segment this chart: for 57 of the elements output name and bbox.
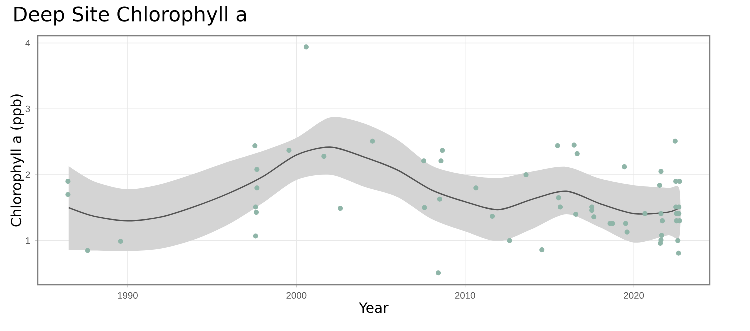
point: [322, 154, 327, 160]
point: [422, 205, 428, 210]
point: [474, 186, 479, 191]
y-axis-title: Chlorophyll a (ppb): [10, 94, 24, 227]
point: [507, 238, 512, 244]
point: [370, 138, 376, 144]
point: [622, 164, 628, 170]
point: [118, 238, 124, 244]
point: [624, 230, 630, 235]
chart-title: Deep Site Chlorophyll a: [14, 6, 246, 26]
y-tick-label: 2: [26, 172, 30, 178]
point: [254, 186, 260, 191]
x-tick-label: 2020: [624, 292, 644, 299]
point: [437, 196, 442, 202]
point: [555, 143, 560, 149]
point: [253, 234, 258, 239]
point: [592, 214, 597, 220]
point: [676, 238, 681, 244]
point: [540, 248, 545, 253]
x-tick-label: 1990: [118, 292, 138, 299]
point: [572, 142, 577, 148]
point: [253, 204, 258, 210]
x-axis-title: Year: [359, 302, 389, 314]
point: [574, 151, 580, 156]
point: [524, 172, 529, 178]
point: [254, 167, 260, 172]
point: [558, 204, 564, 210]
point: [658, 169, 664, 174]
point: [574, 212, 579, 218]
y-tick-label: 1: [26, 238, 30, 244]
x-tick-label: 2000: [286, 292, 307, 299]
point: [623, 221, 629, 226]
point: [286, 148, 292, 154]
point: [438, 158, 444, 164]
point: [660, 218, 666, 224]
point: [66, 192, 71, 198]
point: [658, 211, 664, 216]
point: [338, 206, 344, 212]
point: [421, 158, 427, 164]
x-tick-label: 2010: [455, 292, 476, 299]
point: [490, 214, 496, 220]
point: [304, 44, 309, 50]
point: [252, 143, 258, 149]
point: [642, 211, 648, 216]
line-series: [68, 146, 680, 222]
point: [436, 270, 442, 276]
point: [657, 182, 662, 188]
point: [676, 250, 682, 256]
point: [556, 195, 562, 201]
point: [672, 138, 678, 144]
point: [440, 148, 446, 154]
y-tick-label: 3: [26, 106, 30, 112]
point: [85, 248, 90, 254]
point: [659, 233, 664, 238]
y-tick-label: 4: [26, 40, 30, 46]
point: [254, 210, 260, 216]
point: [66, 179, 71, 184]
